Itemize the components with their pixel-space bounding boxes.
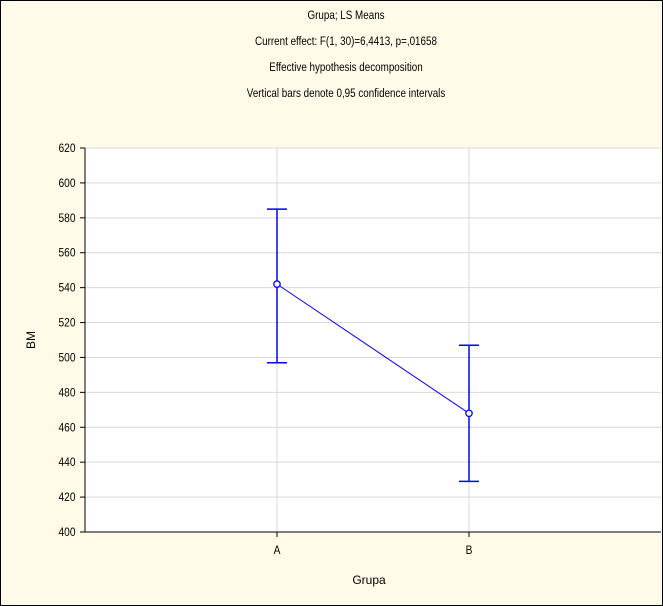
y-tick-label: 580 [58,212,75,225]
y-tick-label: 440 [58,456,75,469]
x-axis-label: Grupa [352,573,386,587]
axes [84,148,661,533]
chart-subtitle-confidence: Vertical bars denote 0,95 confidence int… [247,87,446,100]
chart-title: Grupa; LS Means [308,9,386,22]
y-tick-label: 500 [58,352,75,365]
chart-subtitle-decomposition: Effective hypothesis decomposition [269,61,422,74]
y-tick-label: 420 [58,491,75,504]
means-line [276,283,470,414]
y-tick-label: 400 [58,526,75,539]
y-axis-label: BM [24,331,38,349]
y-tick-label: 460 [58,422,75,435]
x-tick-label: B [466,544,473,557]
chart-subtitle-effect: Current effect: F(1, 30)=6,4413, p=,0165… [255,35,437,48]
y-tick-label: 560 [58,247,75,260]
plot-area [85,148,661,532]
y-tick-label: 620 [58,142,75,155]
y-tick-label: 480 [58,387,75,400]
y-tick-label: 600 [58,177,75,190]
chart-title-block: Grupa; LS Means Current effect: F(1, 30)… [247,9,446,100]
y-axis-ticks: 400 420 440 460 480 500 520 540 560 580 600 620 [58,142,85,539]
mean-point [273,280,281,288]
mean-point [465,409,473,418]
series-means [267,208,479,483]
y-tick-label: 520 [58,317,75,330]
x-tick-label: A [274,544,281,557]
y-tick-label: 540 [58,282,75,295]
